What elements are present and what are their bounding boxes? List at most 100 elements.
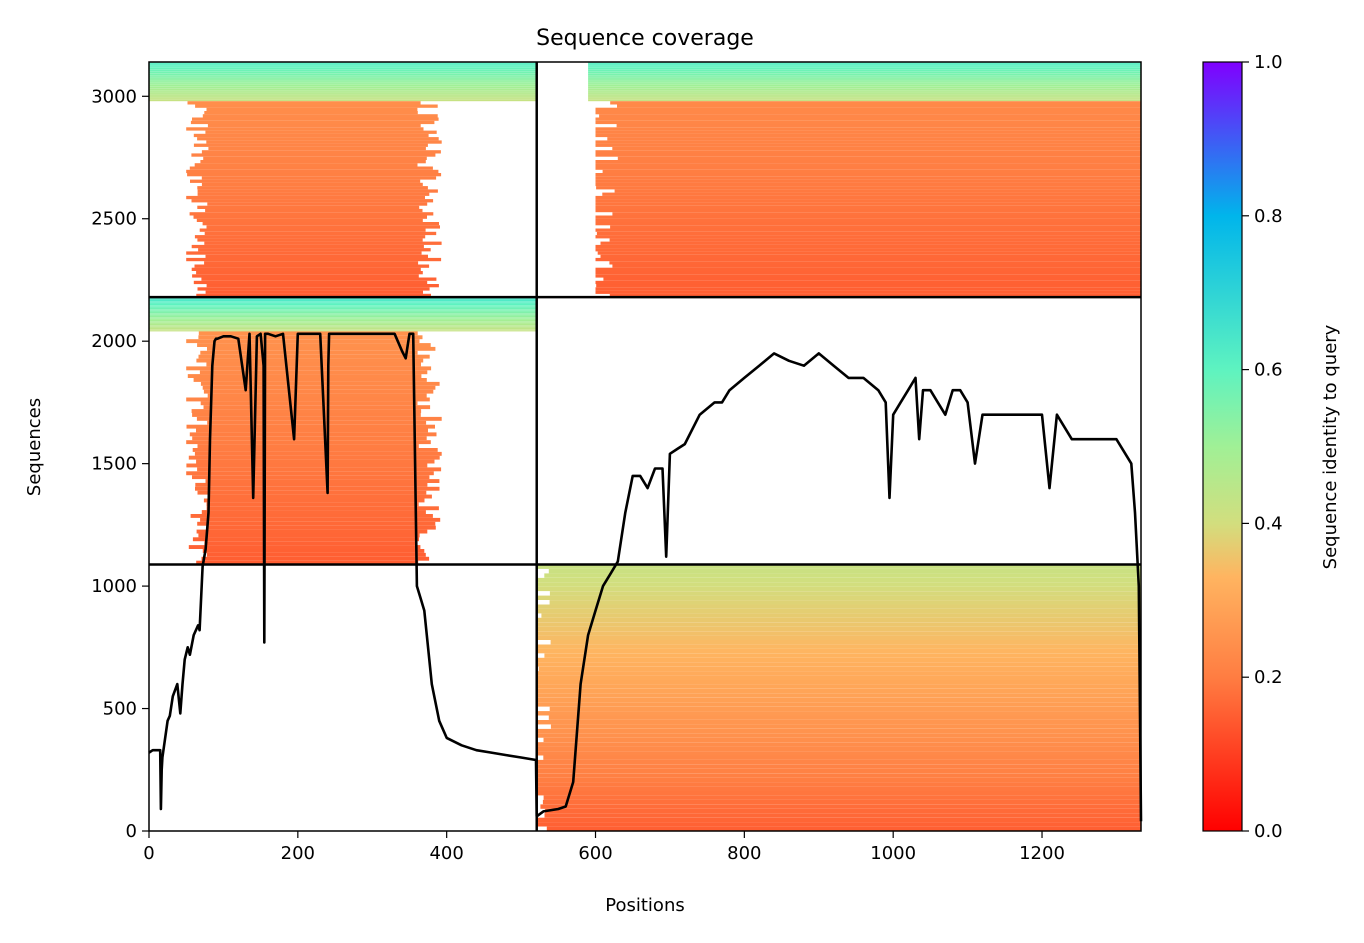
coverage-strip <box>617 104 1141 108</box>
coverage-strip <box>186 251 422 255</box>
coverage-strip <box>588 95 1141 96</box>
coverage-strip <box>202 549 425 553</box>
coverage-strip <box>595 120 1141 125</box>
coverage-strip <box>149 100 537 102</box>
coverage-strip <box>196 428 428 433</box>
coverage-strip <box>149 318 537 319</box>
coverage-strip <box>588 99 1141 101</box>
coverage-strip <box>149 92 537 94</box>
coverage-strip <box>536 644 1141 649</box>
coverage-strip <box>149 306 537 307</box>
coverage-strip <box>543 755 1141 760</box>
coverage-strip <box>197 467 442 472</box>
coverage-strip <box>543 795 1141 800</box>
coverage-strip <box>588 62 1141 64</box>
coverage-strip <box>198 533 420 538</box>
coverage-strip <box>595 222 1141 226</box>
x-tick-label: 400 <box>429 843 463 864</box>
coverage-strip <box>588 70 1141 72</box>
coverage-strip <box>195 482 428 487</box>
coverage-strip <box>536 786 1141 791</box>
coverage-strip <box>204 541 417 546</box>
coverage-strip <box>149 99 537 101</box>
coverage-strip <box>188 455 440 460</box>
coverage-strip <box>600 254 1141 258</box>
coverage-strip <box>197 490 427 495</box>
colorbar-tick-label: 0.4 <box>1254 513 1283 534</box>
coverage-strip <box>542 799 1141 805</box>
coverage-strip <box>595 267 1141 271</box>
coverage-strip <box>149 63 537 64</box>
coverage-strip <box>588 84 1141 85</box>
coverage-strip <box>149 71 537 72</box>
coverage-strip <box>149 62 537 64</box>
coverage-line-2 <box>535 352 1143 822</box>
coverage-strip <box>204 241 442 245</box>
coverage-strip <box>536 604 1141 609</box>
coverage-strip <box>149 79 537 80</box>
coverage-strip <box>193 133 429 138</box>
coverage-strip <box>149 99 537 100</box>
coverage-strip <box>186 397 430 402</box>
coverage-strip <box>149 93 537 94</box>
coverage-strip <box>614 189 1141 193</box>
coverage-strip <box>612 212 1141 216</box>
coverage-strip <box>536 564 1141 569</box>
coverage-strip <box>149 86 537 88</box>
coverage-strip <box>588 69 1141 71</box>
coverage-strip <box>616 124 1141 128</box>
coverage-strip <box>193 280 428 285</box>
coverage-strip <box>588 82 1141 84</box>
coverage-strip <box>187 374 422 378</box>
coverage-strip <box>548 715 1141 720</box>
x-tick-label: 600 <box>578 843 612 864</box>
coverage-strip <box>149 67 537 69</box>
coverage-strip <box>149 330 537 332</box>
coverage-strip <box>600 241 1141 245</box>
coverage-strip <box>588 96 1141 98</box>
coverage-strip <box>536 728 1141 734</box>
coverage-strip <box>609 293 1141 298</box>
coverage-strip <box>540 804 1141 809</box>
coverage-strip <box>149 319 537 320</box>
coverage-strip <box>149 67 537 68</box>
coverage-strip <box>544 813 1141 818</box>
coverage-strip <box>186 169 439 174</box>
coverage-strip <box>149 298 537 299</box>
coverage-strip <box>149 312 537 314</box>
coverage-strip <box>545 808 1141 814</box>
coverage-strip <box>149 89 537 91</box>
coverage-strip <box>549 706 1141 712</box>
coverage-lines <box>148 332 1143 822</box>
coverage-strip <box>149 314 537 316</box>
coverage-strip <box>149 82 537 84</box>
y-tick-label: 0 <box>126 821 137 842</box>
coverage-strip <box>149 65 537 67</box>
coverage-strip <box>149 97 537 98</box>
coverage-strip <box>536 746 1141 751</box>
coverage-strip <box>206 284 439 288</box>
coverage-strip <box>536 609 1141 614</box>
coverage-strip <box>588 67 1141 68</box>
coverage-strip <box>149 327 537 328</box>
coverage-strip <box>149 65 537 66</box>
coverage-strip <box>206 107 418 111</box>
coverage-strip <box>201 182 423 187</box>
coverage-strip <box>198 335 423 340</box>
coverage-strip <box>149 302 537 303</box>
coverage-strip <box>202 222 439 226</box>
coverage-strip <box>588 97 1141 99</box>
coverage-strip <box>149 97 537 99</box>
coverage-strip <box>189 212 434 216</box>
coverage-strip <box>595 107 1141 111</box>
coverage-strip <box>588 71 1141 73</box>
coverage-strip <box>595 166 1141 170</box>
coverage-strip <box>186 366 432 371</box>
coverage-strip <box>536 782 1141 787</box>
coverage-strip <box>194 264 430 268</box>
coverage-strip <box>149 74 537 76</box>
coverage-strip <box>192 413 421 417</box>
coverage-strip <box>149 308 537 310</box>
coverage-strip <box>207 420 427 425</box>
coverage-strip <box>602 192 1141 196</box>
